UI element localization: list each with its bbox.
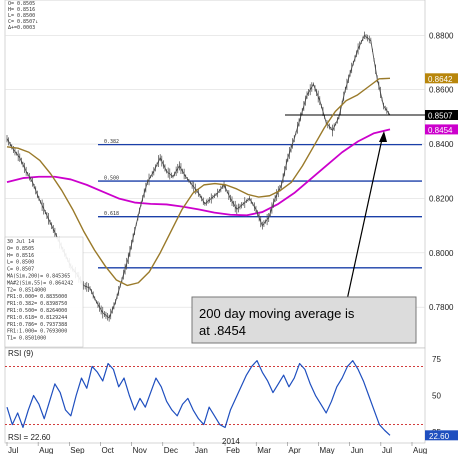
info-panel-box — [4, 236, 84, 348]
rsi-tick-label: 50 — [432, 392, 441, 401]
price-tick-label: 0.8600 — [429, 86, 454, 95]
rsi-last-badge — [425, 430, 458, 441]
price-badge — [425, 124, 458, 135]
header-readout-line: O= 0.8505 — [8, 1, 35, 7]
info-panel-line: FR1:1.000= 0.7693000 — [7, 329, 67, 335]
fibonacci-levels: 0.382 0.500 0.618 — [98, 139, 422, 269]
time-axis: Jul Aug Sep Oct Nov Dec Jan Feb Mar Apr May Jun Jul A… — [6, 442, 427, 454]
year-label: 2014 — [222, 437, 240, 446]
info-panel-line: H= 0.8516 — [7, 253, 34, 259]
month-label: Jul — [8, 446, 18, 454]
month-label: Nov — [133, 446, 147, 454]
annotation-arrow-line — [346, 138, 383, 301]
info-panel-line: O= 0.8505 — [7, 246, 34, 252]
annotation-text-line1: 200 day moving average is — [199, 306, 355, 321]
price-tick-label: 0.7800 — [429, 303, 454, 312]
month-label: Jun — [351, 446, 364, 454]
month-label: Dec — [164, 446, 178, 454]
info-panel-line: FR1:0.500= 0.8264000 — [7, 308, 67, 314]
month-label: Oct — [101, 446, 114, 454]
info-panel-line: FR1:0.786= 0.7937388 — [7, 322, 67, 328]
price-tick-label: 0.8800 — [429, 31, 454, 40]
info-panel-line: C= 0.8507 — [7, 267, 34, 273]
info-panel-line: MA(Sim,200)= 0.845365 — [7, 274, 70, 280]
fib-level-label: 0.382 — [104, 139, 119, 145]
info-panel-line: 30 Jul 14 — [7, 239, 34, 245]
rsi-axis: 75502522.60 — [425, 355, 458, 441]
month-label: Mar — [257, 446, 271, 454]
price-badges: 0.8642 0.8507 0.8454 — [425, 73, 458, 135]
month-label: May — [320, 446, 335, 454]
info-panel-line: L= 0.8500 — [7, 260, 34, 266]
price-badge — [425, 110, 458, 121]
fib-level-label: 0.500 — [104, 176, 119, 182]
price-badge-text: 0.8507 — [428, 112, 453, 121]
month-label: Jan — [195, 446, 208, 454]
price-tick-label: 0.8000 — [429, 249, 454, 258]
info-panel-line: FR1:0.618= 0.8129244 — [7, 315, 67, 321]
rsi-tick-label: 75 — [432, 355, 441, 364]
info-panel-line: MA#2(Sim,55)= 0.864242 — [7, 280, 73, 286]
rsi-panel — [4, 347, 426, 444]
price-badge — [425, 73, 458, 84]
info-panel-line: FR1:0.382= 0.8398750 — [7, 301, 67, 307]
price-badge-text: 0.8642 — [428, 75, 453, 84]
month-label: Sep — [70, 446, 85, 454]
month-label: Jul — [382, 446, 392, 454]
header-readout-line: H= 0.8516 — [8, 7, 35, 13]
info-panel-line: T2= 0.8514000 — [7, 287, 46, 293]
annotation-text-line2: at .8454 — [199, 323, 246, 338]
info-panel-line: FR1:0.000= 0.8835000 — [7, 294, 67, 300]
price-axis: 0.8800 0.8600 0.8400 0.8200 0.8000 0.7800 — [429, 31, 454, 312]
rsi-gridlines — [5, 366, 425, 425]
header-readout-line: Δ+=0.0003 — [8, 25, 35, 31]
price-tick-label: 0.8400 — [429, 140, 454, 149]
month-label: Aug — [39, 446, 53, 454]
rsi-footer-label: RSI = 22.60 — [8, 433, 51, 442]
header-readout-line: C= 0.8507↓ — [8, 19, 38, 25]
ma200-line — [6, 128, 391, 217]
rsi-layer — [6, 360, 391, 436]
annotation-box — [191, 296, 417, 344]
annotation: 200 day moving average is at .8454 — [191, 131, 417, 344]
rsi-line — [6, 360, 391, 436]
info-panel-line: T1= 0.8501000 — [7, 336, 46, 342]
header-readout-line: L= 0.8500 — [8, 13, 35, 19]
price-badge-text: 0.8454 — [428, 126, 453, 135]
annotation-arrowhead — [379, 131, 387, 142]
price-tick-label: 0.8200 — [429, 194, 454, 203]
rsi-title: RSI (9) — [8, 349, 34, 358]
ma55-layer — [6, 77, 391, 287]
month-label: Apr — [288, 446, 301, 454]
rsi-last-badge-text: 22.60 — [429, 432, 450, 441]
month-label: Feb — [226, 446, 240, 454]
ma55-line — [6, 77, 391, 287]
month-label: Aug — [413, 446, 427, 454]
fib-level-label: 0.618 — [104, 211, 119, 217]
ma200-layer — [6, 128, 391, 217]
